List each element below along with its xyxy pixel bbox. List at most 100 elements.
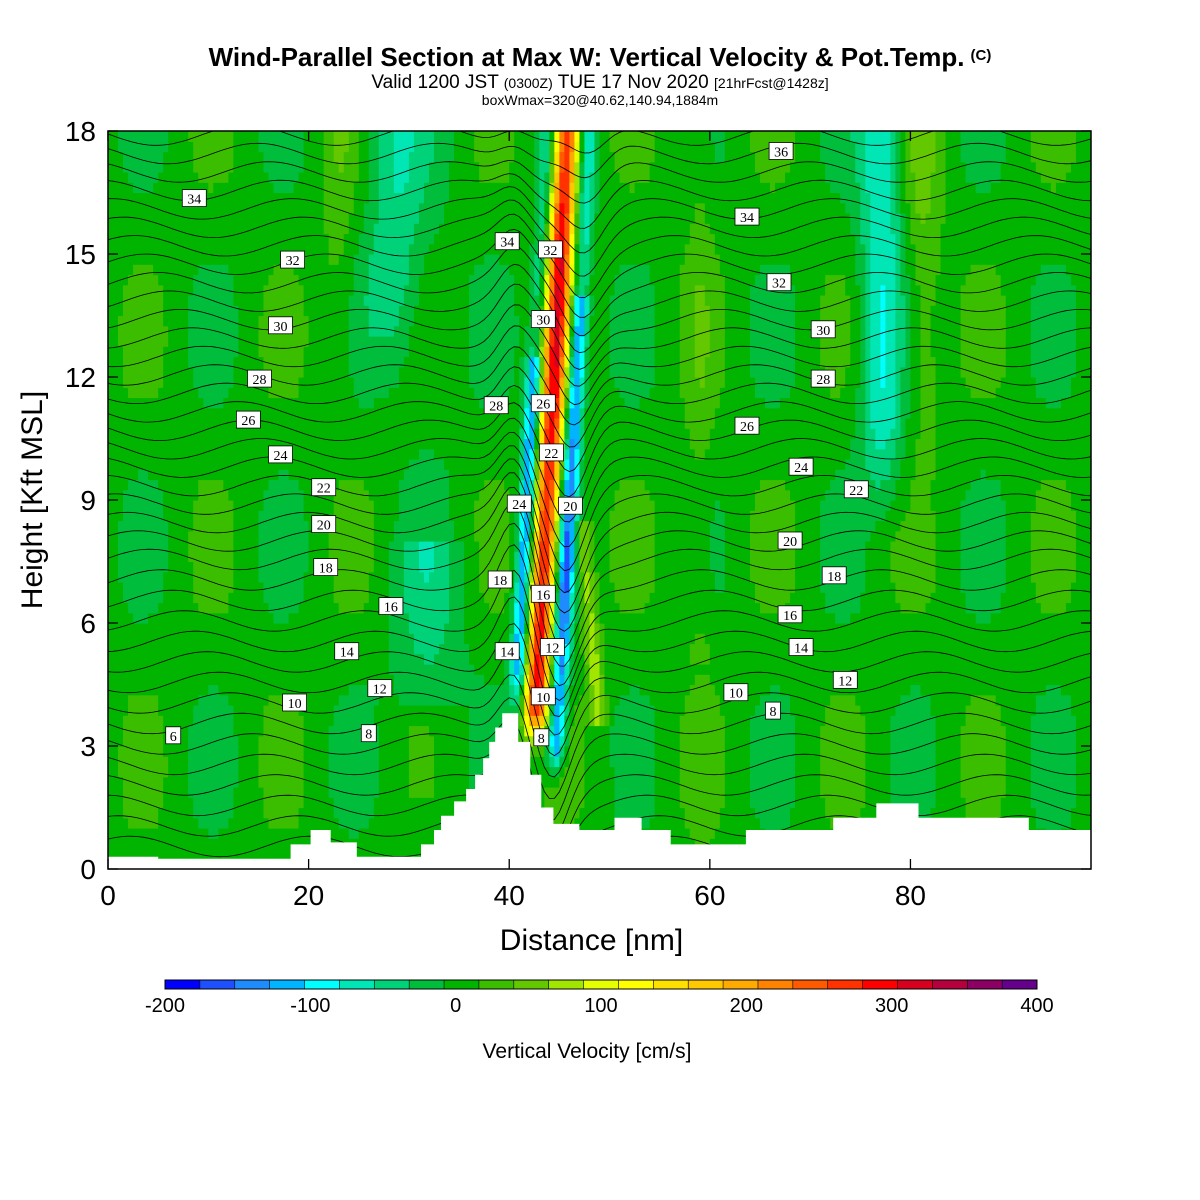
velocity-cell bbox=[208, 336, 214, 347]
velocity-cell bbox=[428, 489, 435, 501]
velocity-cell bbox=[158, 223, 164, 235]
velocity-cell bbox=[363, 561, 370, 573]
velocity-cell bbox=[378, 407, 385, 419]
velocity-cell bbox=[288, 295, 295, 306]
velocity-cell bbox=[243, 479, 250, 491]
velocity-cell bbox=[313, 264, 320, 276]
velocity-cell bbox=[158, 582, 164, 593]
velocity-cell bbox=[158, 500, 164, 511]
velocity-cell bbox=[118, 346, 124, 358]
velocity-cell bbox=[193, 746, 199, 757]
velocity-cell bbox=[423, 192, 430, 204]
velocity-cell bbox=[203, 243, 209, 255]
velocity-cell bbox=[293, 715, 300, 727]
velocity-cell bbox=[173, 151, 179, 163]
velocity-cell bbox=[183, 131, 189, 142]
velocity-cell bbox=[118, 428, 124, 440]
velocity-cell bbox=[188, 602, 194, 614]
velocity-cell bbox=[233, 172, 239, 183]
velocity-cell bbox=[123, 530, 129, 542]
velocity-cell bbox=[213, 582, 219, 593]
velocity-cell bbox=[183, 233, 189, 245]
velocity-cell bbox=[243, 213, 250, 224]
velocity-cell bbox=[178, 592, 184, 604]
velocity-cell bbox=[253, 561, 260, 573]
velocity-cell bbox=[158, 233, 164, 245]
velocity-cell bbox=[358, 694, 365, 706]
velocity-cell bbox=[433, 182, 440, 194]
velocity-cell bbox=[263, 274, 270, 286]
velocity-cell bbox=[388, 797, 395, 809]
velocity-cell bbox=[223, 674, 229, 686]
velocity-cell bbox=[128, 838, 134, 850]
velocity-cell bbox=[158, 510, 164, 522]
velocity-cell bbox=[128, 520, 134, 532]
velocity-cell bbox=[138, 325, 144, 337]
velocity-cell bbox=[148, 541, 154, 552]
velocity-cell bbox=[213, 377, 219, 388]
velocity-cell bbox=[298, 448, 305, 460]
velocity-cell bbox=[173, 407, 179, 419]
velocity-cell bbox=[198, 336, 204, 347]
velocity-cell bbox=[418, 643, 425, 655]
velocity-cell bbox=[258, 469, 265, 481]
velocity-cell bbox=[243, 787, 250, 798]
velocity-cell bbox=[308, 674, 315, 686]
velocity-cell bbox=[278, 674, 285, 686]
velocity-cell bbox=[323, 746, 330, 757]
velocity-cell bbox=[268, 520, 275, 532]
velocity-cell bbox=[233, 192, 239, 204]
velocity-cell bbox=[163, 510, 169, 522]
velocity-cell bbox=[298, 510, 305, 522]
velocity-cell bbox=[373, 387, 380, 399]
velocity-cell bbox=[338, 510, 345, 522]
velocity-cell bbox=[298, 141, 305, 153]
velocity-cell bbox=[388, 817, 395, 829]
velocity-cell bbox=[178, 336, 184, 347]
velocity-cell bbox=[133, 653, 139, 665]
velocity-cell bbox=[413, 213, 420, 224]
velocity-cell bbox=[183, 182, 189, 194]
velocity-cell bbox=[148, 582, 154, 593]
velocity-cell bbox=[153, 520, 159, 532]
velocity-cell bbox=[298, 612, 305, 624]
velocity-cell bbox=[388, 274, 395, 286]
velocity-cell bbox=[418, 202, 425, 214]
velocity-cell bbox=[183, 612, 189, 624]
velocity-cell bbox=[218, 664, 224, 675]
velocity-cell bbox=[203, 653, 209, 665]
velocity-cell bbox=[143, 254, 149, 265]
velocity-cell bbox=[273, 459, 280, 470]
velocity-cell bbox=[148, 633, 154, 645]
velocity-cell bbox=[258, 582, 265, 593]
velocity-cell bbox=[153, 141, 159, 153]
velocity-cell bbox=[408, 612, 415, 624]
velocity-cell bbox=[298, 346, 305, 358]
velocity-cell bbox=[168, 151, 174, 163]
velocity-cell bbox=[403, 448, 410, 460]
velocity-cell bbox=[439, 735, 445, 747]
velocity-cell bbox=[353, 469, 360, 481]
velocity-cell bbox=[113, 161, 119, 173]
velocity-cell bbox=[118, 694, 124, 706]
velocity-cell bbox=[363, 766, 370, 778]
velocity-cell bbox=[403, 213, 410, 224]
velocity-cell bbox=[323, 756, 330, 768]
velocity-cell bbox=[233, 366, 239, 378]
velocity-cell bbox=[338, 746, 345, 757]
velocity-cell bbox=[158, 787, 164, 798]
velocity-cell bbox=[213, 776, 219, 788]
velocity-cell bbox=[358, 151, 365, 163]
velocity-cell bbox=[243, 254, 250, 265]
velocity-cell bbox=[148, 346, 154, 358]
velocity-cell bbox=[348, 254, 355, 265]
velocity-cell bbox=[328, 735, 335, 747]
velocity-cell bbox=[228, 510, 234, 522]
velocity-cell bbox=[258, 141, 265, 153]
velocity-cell bbox=[373, 551, 380, 563]
velocity-cell bbox=[353, 192, 360, 204]
velocity-cell bbox=[213, 151, 219, 163]
velocity-cell bbox=[348, 407, 355, 419]
velocity-cell bbox=[433, 582, 440, 593]
velocity-cell bbox=[133, 520, 139, 532]
